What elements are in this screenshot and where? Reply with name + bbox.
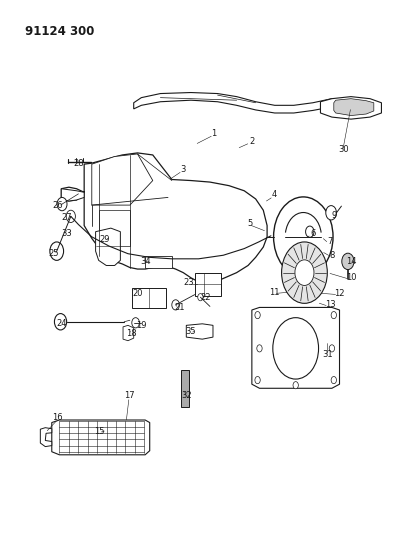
Circle shape bbox=[281, 242, 327, 303]
Text: 25: 25 bbox=[48, 249, 59, 258]
Text: 5: 5 bbox=[247, 219, 252, 228]
Circle shape bbox=[255, 376, 260, 384]
Circle shape bbox=[331, 311, 337, 319]
Text: 4: 4 bbox=[272, 190, 278, 199]
Bar bbox=[99, 210, 130, 246]
Text: 11: 11 bbox=[270, 288, 280, 296]
Text: 1: 1 bbox=[211, 129, 216, 138]
Polygon shape bbox=[186, 324, 213, 339]
Circle shape bbox=[198, 294, 203, 301]
Text: 19: 19 bbox=[136, 321, 146, 330]
Polygon shape bbox=[123, 325, 134, 341]
Text: 91124 300: 91124 300 bbox=[25, 25, 94, 38]
Text: 9: 9 bbox=[331, 211, 336, 220]
Polygon shape bbox=[195, 273, 222, 296]
Text: 32: 32 bbox=[182, 391, 193, 400]
Text: 8: 8 bbox=[329, 251, 335, 260]
Text: 22: 22 bbox=[201, 293, 211, 302]
Circle shape bbox=[326, 206, 337, 220]
Circle shape bbox=[329, 345, 335, 352]
Polygon shape bbox=[134, 93, 332, 113]
Circle shape bbox=[306, 226, 314, 237]
Polygon shape bbox=[40, 427, 52, 447]
Text: 12: 12 bbox=[334, 288, 345, 297]
Text: 6: 6 bbox=[310, 229, 316, 238]
Polygon shape bbox=[61, 153, 267, 283]
Text: 17: 17 bbox=[125, 391, 135, 400]
Polygon shape bbox=[92, 154, 153, 205]
Text: 13: 13 bbox=[325, 301, 335, 309]
Bar bbox=[181, 370, 189, 407]
Text: 16: 16 bbox=[52, 413, 63, 422]
Text: 3: 3 bbox=[181, 165, 186, 174]
Circle shape bbox=[57, 197, 67, 211]
Circle shape bbox=[274, 197, 333, 277]
Circle shape bbox=[273, 318, 318, 379]
Polygon shape bbox=[52, 420, 150, 455]
Text: 2: 2 bbox=[249, 136, 254, 146]
Polygon shape bbox=[252, 308, 339, 388]
Circle shape bbox=[54, 313, 67, 330]
Text: 21: 21 bbox=[174, 303, 185, 312]
Text: 24: 24 bbox=[56, 319, 67, 328]
Text: 33: 33 bbox=[62, 229, 72, 238]
Text: 15: 15 bbox=[94, 427, 105, 436]
Circle shape bbox=[172, 300, 179, 310]
Polygon shape bbox=[132, 288, 166, 309]
Text: 29: 29 bbox=[100, 236, 110, 245]
Text: 35: 35 bbox=[185, 327, 196, 336]
Polygon shape bbox=[320, 96, 382, 119]
Text: 34: 34 bbox=[140, 257, 150, 266]
Circle shape bbox=[66, 210, 75, 222]
Text: 31: 31 bbox=[323, 350, 333, 359]
Circle shape bbox=[255, 311, 260, 319]
Circle shape bbox=[342, 253, 354, 270]
Text: 26: 26 bbox=[52, 200, 63, 209]
Polygon shape bbox=[61, 189, 84, 201]
Text: 7: 7 bbox=[327, 237, 333, 246]
Polygon shape bbox=[145, 256, 172, 268]
Text: 14: 14 bbox=[346, 257, 356, 266]
Circle shape bbox=[50, 242, 64, 260]
Circle shape bbox=[331, 376, 337, 384]
Text: 27: 27 bbox=[62, 213, 72, 222]
Text: 23: 23 bbox=[184, 278, 194, 287]
Circle shape bbox=[257, 345, 262, 352]
Polygon shape bbox=[96, 228, 120, 265]
Text: 28: 28 bbox=[73, 159, 84, 168]
Text: 30: 30 bbox=[338, 146, 349, 155]
Circle shape bbox=[293, 382, 299, 389]
Circle shape bbox=[132, 318, 139, 328]
Text: 20: 20 bbox=[132, 288, 143, 297]
Text: 10: 10 bbox=[346, 273, 356, 282]
Circle shape bbox=[295, 260, 314, 286]
Polygon shape bbox=[334, 99, 374, 116]
Text: 18: 18 bbox=[127, 328, 137, 337]
